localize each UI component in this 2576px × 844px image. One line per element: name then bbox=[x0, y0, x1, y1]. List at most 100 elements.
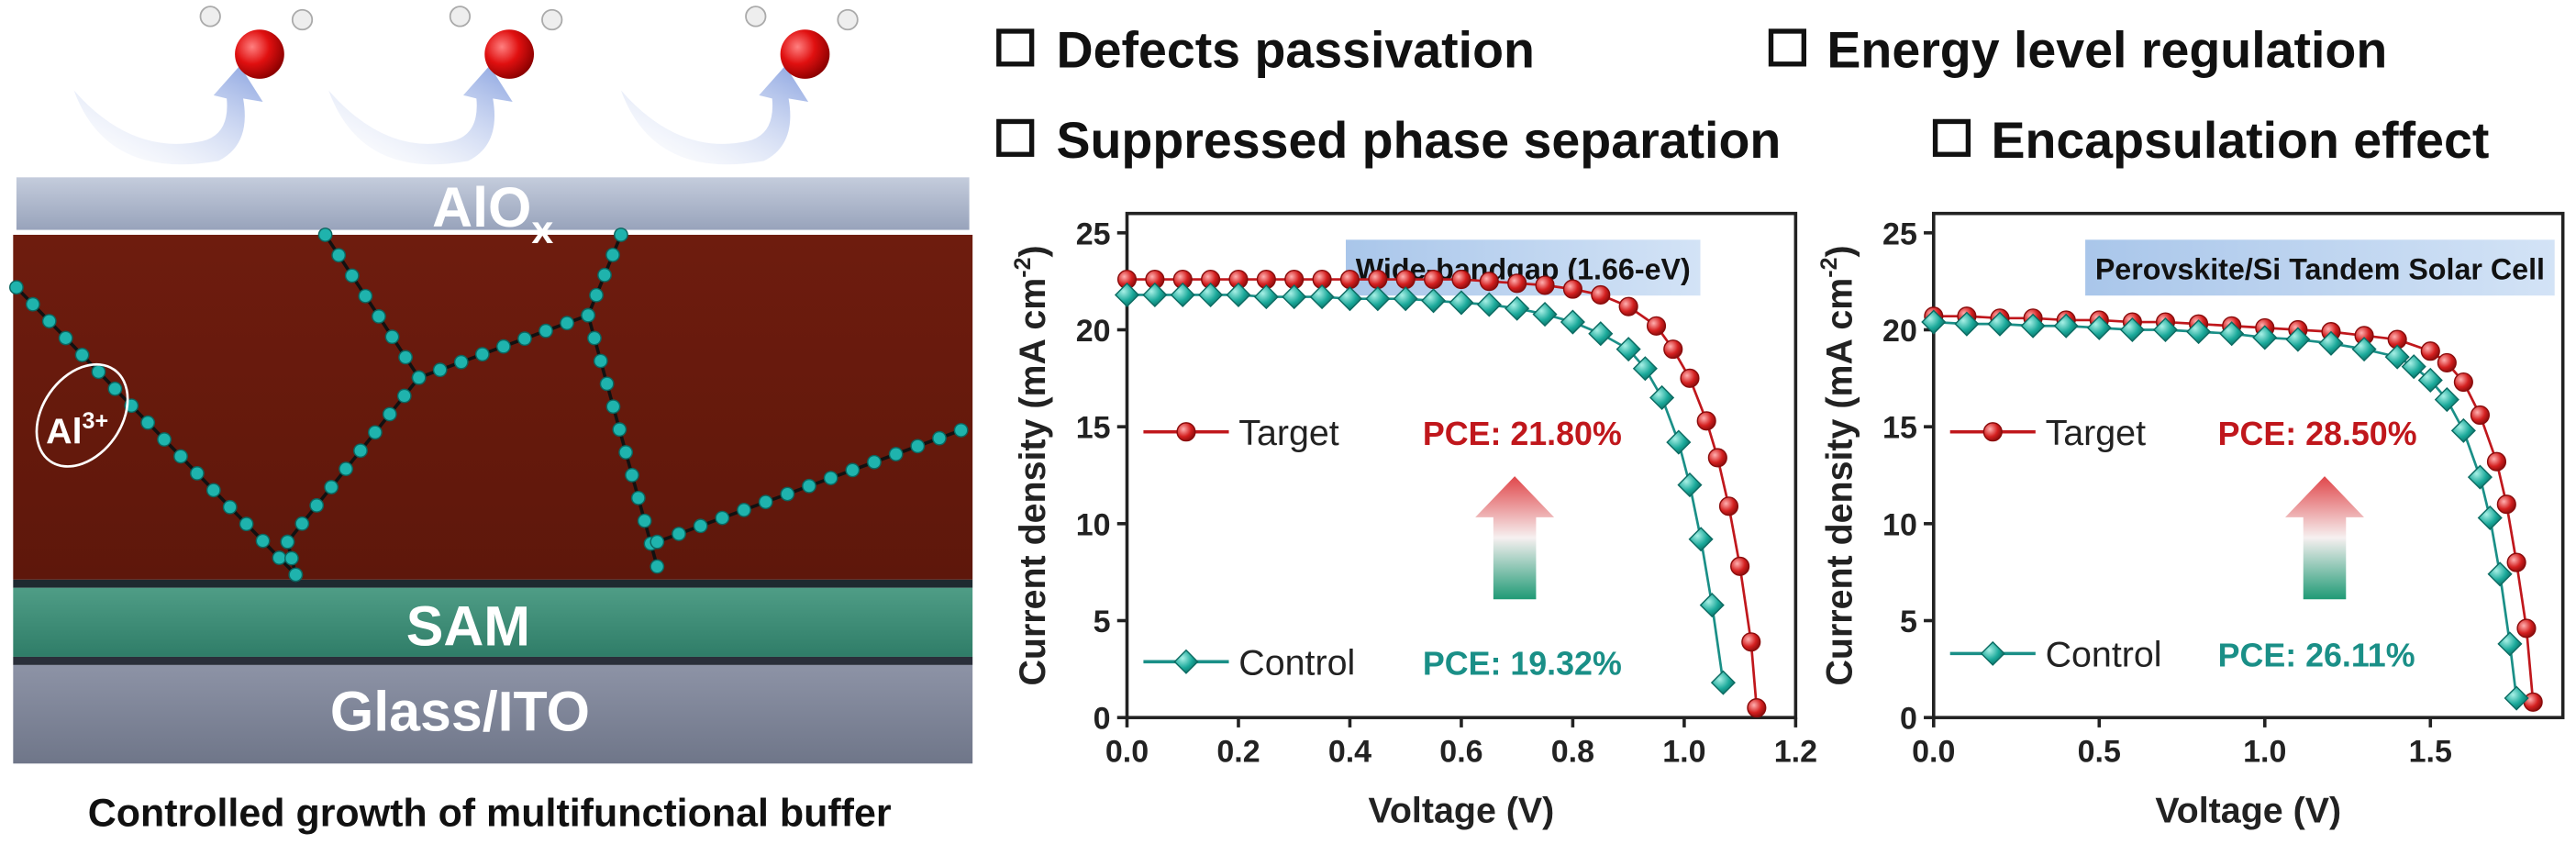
alox-label: AlOx bbox=[432, 176, 553, 252]
boundary-atom bbox=[272, 550, 287, 565]
boundary-atom bbox=[581, 307, 595, 323]
y-axis-title-sup: -2 bbox=[1816, 257, 1842, 277]
pce-annotation: PCE: 26.11% bbox=[2218, 638, 2415, 674]
title-box bbox=[2085, 239, 2555, 296]
data-point bbox=[1560, 309, 1585, 335]
data-point bbox=[2453, 372, 2473, 393]
boundary-atom bbox=[222, 499, 238, 515]
check-item: Defects passivation bbox=[1056, 21, 1534, 78]
data-point bbox=[1562, 279, 1582, 299]
boundary-atom bbox=[845, 462, 861, 478]
y-tick-label: 20 bbox=[1076, 314, 1111, 349]
data-point bbox=[1368, 269, 1388, 290]
chart: 0 5 10 15 20 25 0.0 0.2 0.4 0.6 0.8 1.0 1.2 Voltage (… bbox=[1010, 211, 1817, 831]
interface bbox=[13, 579, 973, 588]
data-point bbox=[1699, 593, 1725, 618]
y-tick-label: 15 bbox=[1076, 411, 1111, 446]
hydrogen bbox=[199, 6, 221, 28]
data-point bbox=[2252, 325, 2278, 350]
release-arrow bbox=[620, 65, 809, 165]
boundary-atom bbox=[587, 330, 602, 346]
data-point bbox=[1507, 273, 1527, 294]
boundary-atom bbox=[910, 439, 926, 454]
ion-sup: 3+ bbox=[83, 408, 109, 434]
boundary-atom bbox=[396, 388, 412, 404]
boundary-atom bbox=[283, 550, 299, 566]
hydrogen bbox=[541, 8, 563, 31]
boundary-atom bbox=[802, 478, 816, 494]
data-point bbox=[1666, 429, 1692, 455]
data-point bbox=[2516, 618, 2537, 639]
data-point bbox=[2318, 330, 2344, 356]
data-point bbox=[1616, 337, 1641, 362]
legend-marker bbox=[1982, 422, 2003, 442]
boundary-atom bbox=[618, 445, 634, 460]
hydrogen bbox=[291, 8, 314, 31]
pce-annotation: PCE: 28.50% bbox=[2218, 416, 2417, 452]
boundary-atom bbox=[605, 248, 620, 262]
boundary-atom bbox=[453, 354, 469, 370]
legend-marker bbox=[1176, 422, 1196, 442]
data-point bbox=[1142, 282, 1168, 307]
data-point bbox=[1393, 286, 1418, 312]
boundary-atom bbox=[693, 518, 708, 534]
data-point bbox=[1365, 286, 1391, 312]
alox-text: AlO bbox=[432, 176, 531, 239]
x-axis-title: Voltage (V) bbox=[2155, 791, 2341, 831]
boundary-atom bbox=[758, 494, 773, 510]
boundary-atom bbox=[74, 348, 90, 362]
x-axis-title: Voltage (V) bbox=[1369, 791, 1555, 831]
legend-marker bbox=[1980, 640, 2005, 666]
boundary-atom bbox=[932, 430, 947, 446]
boundary-atom bbox=[358, 288, 373, 304]
data-point bbox=[1170, 282, 1195, 307]
data-point bbox=[1535, 275, 1555, 295]
boundary-atom bbox=[398, 350, 413, 365]
y-tick-label: 0 bbox=[1900, 702, 1917, 737]
y-tick-label: 0 bbox=[1094, 702, 1111, 737]
y-tick-label: 20 bbox=[1882, 314, 1917, 349]
y-tick-label: 25 bbox=[1076, 217, 1111, 251]
boundary-atom bbox=[288, 567, 304, 583]
y-tick-label: 5 bbox=[1094, 605, 1111, 639]
data-point bbox=[2470, 405, 2490, 426]
y-tick-label: 15 bbox=[1882, 411, 1917, 446]
data-point bbox=[1718, 496, 1739, 516]
boundary-atom bbox=[625, 468, 639, 483]
checkbox bbox=[1932, 118, 1971, 157]
sam-layer bbox=[13, 587, 973, 657]
boundary-atom bbox=[280, 534, 295, 550]
boundary-atom bbox=[331, 248, 347, 263]
data-point bbox=[2523, 692, 2543, 712]
data-point bbox=[1741, 632, 1761, 652]
boundary-atom bbox=[432, 362, 448, 378]
check-item: Suppressed phase separation bbox=[1056, 112, 1781, 169]
check-item: Encapsulation effect bbox=[1991, 112, 2489, 169]
data-point bbox=[1309, 284, 1335, 310]
y-axis-title-text: Current density (mA cm bbox=[1819, 278, 1860, 686]
pce-annotation: PCE: 21.80% bbox=[1423, 416, 1622, 452]
data-point bbox=[1532, 302, 1558, 328]
data-point bbox=[2496, 494, 2516, 515]
data-point bbox=[1987, 311, 2013, 337]
data-point bbox=[1646, 316, 1667, 336]
data-point bbox=[1253, 284, 1279, 310]
boundary-atom bbox=[605, 399, 621, 415]
boundary-atom bbox=[41, 314, 57, 328]
data-point bbox=[2053, 313, 2079, 339]
x-tick-label: 0.8 bbox=[1551, 735, 1594, 770]
boundary-atom bbox=[384, 329, 400, 345]
hydrogen bbox=[837, 8, 859, 31]
boundary-atom bbox=[368, 425, 383, 440]
boundary-atom bbox=[474, 347, 490, 362]
boundary-atom bbox=[317, 228, 333, 242]
y-tick-label: 25 bbox=[1882, 217, 1917, 251]
data-point bbox=[1677, 472, 1703, 498]
improvement-arrow bbox=[2285, 476, 2364, 600]
boundary-atom bbox=[382, 406, 397, 422]
data-point bbox=[2186, 319, 2212, 345]
x-tick-label: 0.0 bbox=[1105, 735, 1149, 770]
data-point bbox=[1476, 292, 1502, 317]
data-point bbox=[1198, 282, 1224, 307]
